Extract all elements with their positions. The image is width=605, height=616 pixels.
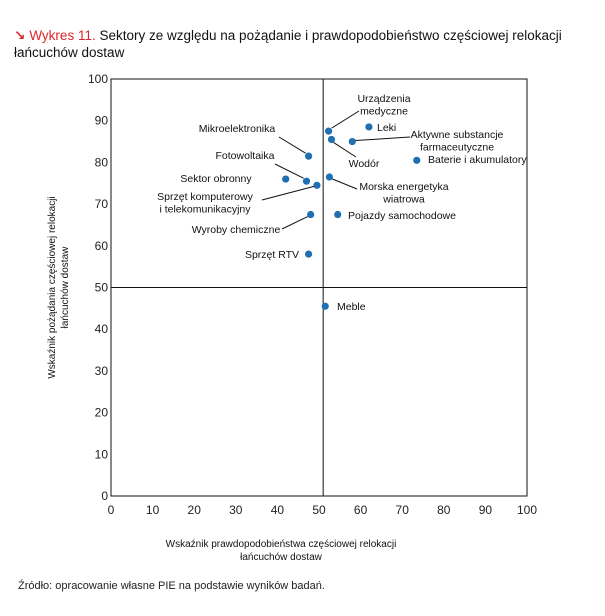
x-tick-label: 80 bbox=[437, 503, 451, 517]
point-label: Fotowoltaika bbox=[216, 150, 275, 162]
x-axis-title-line: Wskaźnik prawdopodobieństwa częściowej r… bbox=[166, 539, 397, 550]
point-label-line: Fotowoltaika bbox=[216, 150, 275, 162]
point-label: Sprzęt komputerowy i telekomunikacyjny bbox=[157, 191, 253, 216]
point-label-line: Sprzęt RTV bbox=[245, 249, 299, 261]
data-point bbox=[327, 135, 336, 144]
point-label-line: medyczne bbox=[360, 106, 408, 118]
point-label: Urządzenia medyczne bbox=[357, 93, 410, 118]
leader-line bbox=[331, 110, 360, 129]
data-point bbox=[307, 210, 315, 219]
point-label: Wodór bbox=[349, 158, 380, 170]
point-label-line: Sektor obronny bbox=[180, 173, 252, 185]
x-tick-label: 0 bbox=[108, 503, 115, 517]
y-tick-label: 10 bbox=[95, 447, 109, 461]
scatter-chart: 0 10 20 30 40 50 60 70 80 90 100 0 10 20 30 40 50 60 70 80 9… bbox=[47, 72, 537, 563]
y-tick-label: 0 bbox=[101, 489, 108, 503]
arrow-down-right-icon: ↘ bbox=[14, 28, 26, 43]
point-label: Mikroelektronika bbox=[199, 123, 276, 135]
leader-line bbox=[281, 216, 308, 230]
y-tick-label: 50 bbox=[95, 281, 109, 295]
y-tick-label: 70 bbox=[95, 197, 109, 211]
data-point bbox=[305, 152, 313, 160]
y-tick-label: 90 bbox=[95, 114, 109, 128]
leader-line bbox=[278, 136, 306, 154]
x-tick-label: 70 bbox=[396, 503, 410, 517]
point-label: Baterie i akumulatory bbox=[428, 154, 527, 166]
data-point bbox=[305, 250, 313, 258]
point-label: Meble bbox=[337, 301, 366, 313]
data-point bbox=[348, 137, 356, 146]
y-tick-label: 80 bbox=[95, 155, 109, 169]
y-axis-title-line: łańcuchów dostaw bbox=[60, 246, 71, 328]
x-axis-title-line: łańcuchów dostaw bbox=[240, 552, 322, 563]
source-note: Źródło: opracowanie własne PIE na podsta… bbox=[18, 580, 325, 592]
point-label-line: farmaceutyczne bbox=[420, 142, 494, 154]
point-label-line: Aktywne substancje bbox=[411, 129, 504, 141]
point-label-line: Wodór bbox=[349, 158, 380, 170]
point-label: Wyroby chemiczne bbox=[192, 224, 281, 236]
point-label: Morska energetyka wiatrowa bbox=[359, 181, 448, 206]
x-tick-label: 40 bbox=[271, 503, 285, 517]
leader-line bbox=[274, 163, 304, 179]
point-label-line: Leki bbox=[377, 122, 396, 134]
data-point bbox=[325, 173, 333, 181]
data-point bbox=[302, 177, 311, 185]
x-axis-title: Wskaźnik prawdopodobieństwa częściowej r… bbox=[166, 539, 397, 563]
y-tick-label: 100 bbox=[88, 72, 108, 86]
point-label-line: Baterie i akumulatory bbox=[428, 154, 527, 166]
data-points bbox=[282, 123, 421, 310]
point-label: Leki bbox=[377, 122, 396, 134]
x-tick-label: 100 bbox=[517, 503, 537, 517]
chart-title: ↘ Wykres 11. Sektory ze względu na pożąda… bbox=[14, 27, 594, 61]
x-tick-label: 60 bbox=[354, 503, 368, 517]
leader-line bbox=[332, 178, 358, 190]
data-point bbox=[324, 127, 333, 135]
point-label-line: Urządzenia bbox=[357, 93, 410, 105]
data-point bbox=[334, 210, 342, 219]
data-point bbox=[282, 175, 290, 183]
leader-line bbox=[355, 136, 411, 142]
point-label-line: Wyroby chemiczne bbox=[192, 224, 281, 236]
data-point bbox=[321, 302, 329, 310]
leader-line bbox=[261, 185, 315, 201]
data-point bbox=[413, 156, 421, 164]
y-tick-label: 20 bbox=[95, 406, 109, 420]
x-tick-label: 90 bbox=[479, 503, 493, 517]
point-label-line: Pojazdy samochodowe bbox=[348, 210, 456, 222]
y-axis-title: Wskaźnik pożądania częściowej relokacji ł… bbox=[47, 196, 71, 378]
y-axis-title-line: Wskaźnik pożądania częściowej relokacji bbox=[47, 196, 58, 378]
leader-line bbox=[333, 142, 357, 158]
point-label-line: Meble bbox=[337, 301, 366, 313]
chart-title-text: Sektory ze względu na pożądanie i prawdo… bbox=[14, 28, 562, 60]
point-label: Sektor obronny bbox=[180, 173, 252, 185]
point-label-line: i telekomunikacyjny bbox=[159, 204, 251, 216]
point-label-line: Morska energetyka bbox=[359, 181, 448, 193]
x-tick-label: 10 bbox=[146, 503, 160, 517]
data-point bbox=[365, 123, 373, 131]
point-labels: Urządzenia medyczne Leki Aktywne substancje… bbox=[157, 93, 527, 313]
point-label: Sprzęt RTV bbox=[245, 249, 299, 261]
y-tick-label: 30 bbox=[95, 364, 109, 378]
data-point bbox=[313, 181, 321, 189]
chart-number: Wykres 11. bbox=[29, 28, 96, 43]
y-tick-label: 60 bbox=[95, 239, 109, 253]
x-tick-label: 50 bbox=[312, 503, 326, 517]
x-tick-label: 20 bbox=[188, 503, 202, 517]
point-label-line: Mikroelektronika bbox=[199, 123, 276, 135]
x-tick-label: 30 bbox=[229, 503, 243, 517]
point-label: Pojazdy samochodowe bbox=[348, 210, 456, 222]
point-label-line: Sprzęt komputerowy bbox=[157, 191, 253, 203]
axes: 0 10 20 30 40 50 60 70 80 90 100 0 10 20 30 40 50 60 70 80 9… bbox=[47, 72, 537, 563]
y-tick-label: 40 bbox=[95, 322, 109, 336]
point-label-line: wiatrowa bbox=[382, 194, 425, 206]
point-label: Aktywne substancje farmaceutyczne bbox=[411, 129, 504, 154]
